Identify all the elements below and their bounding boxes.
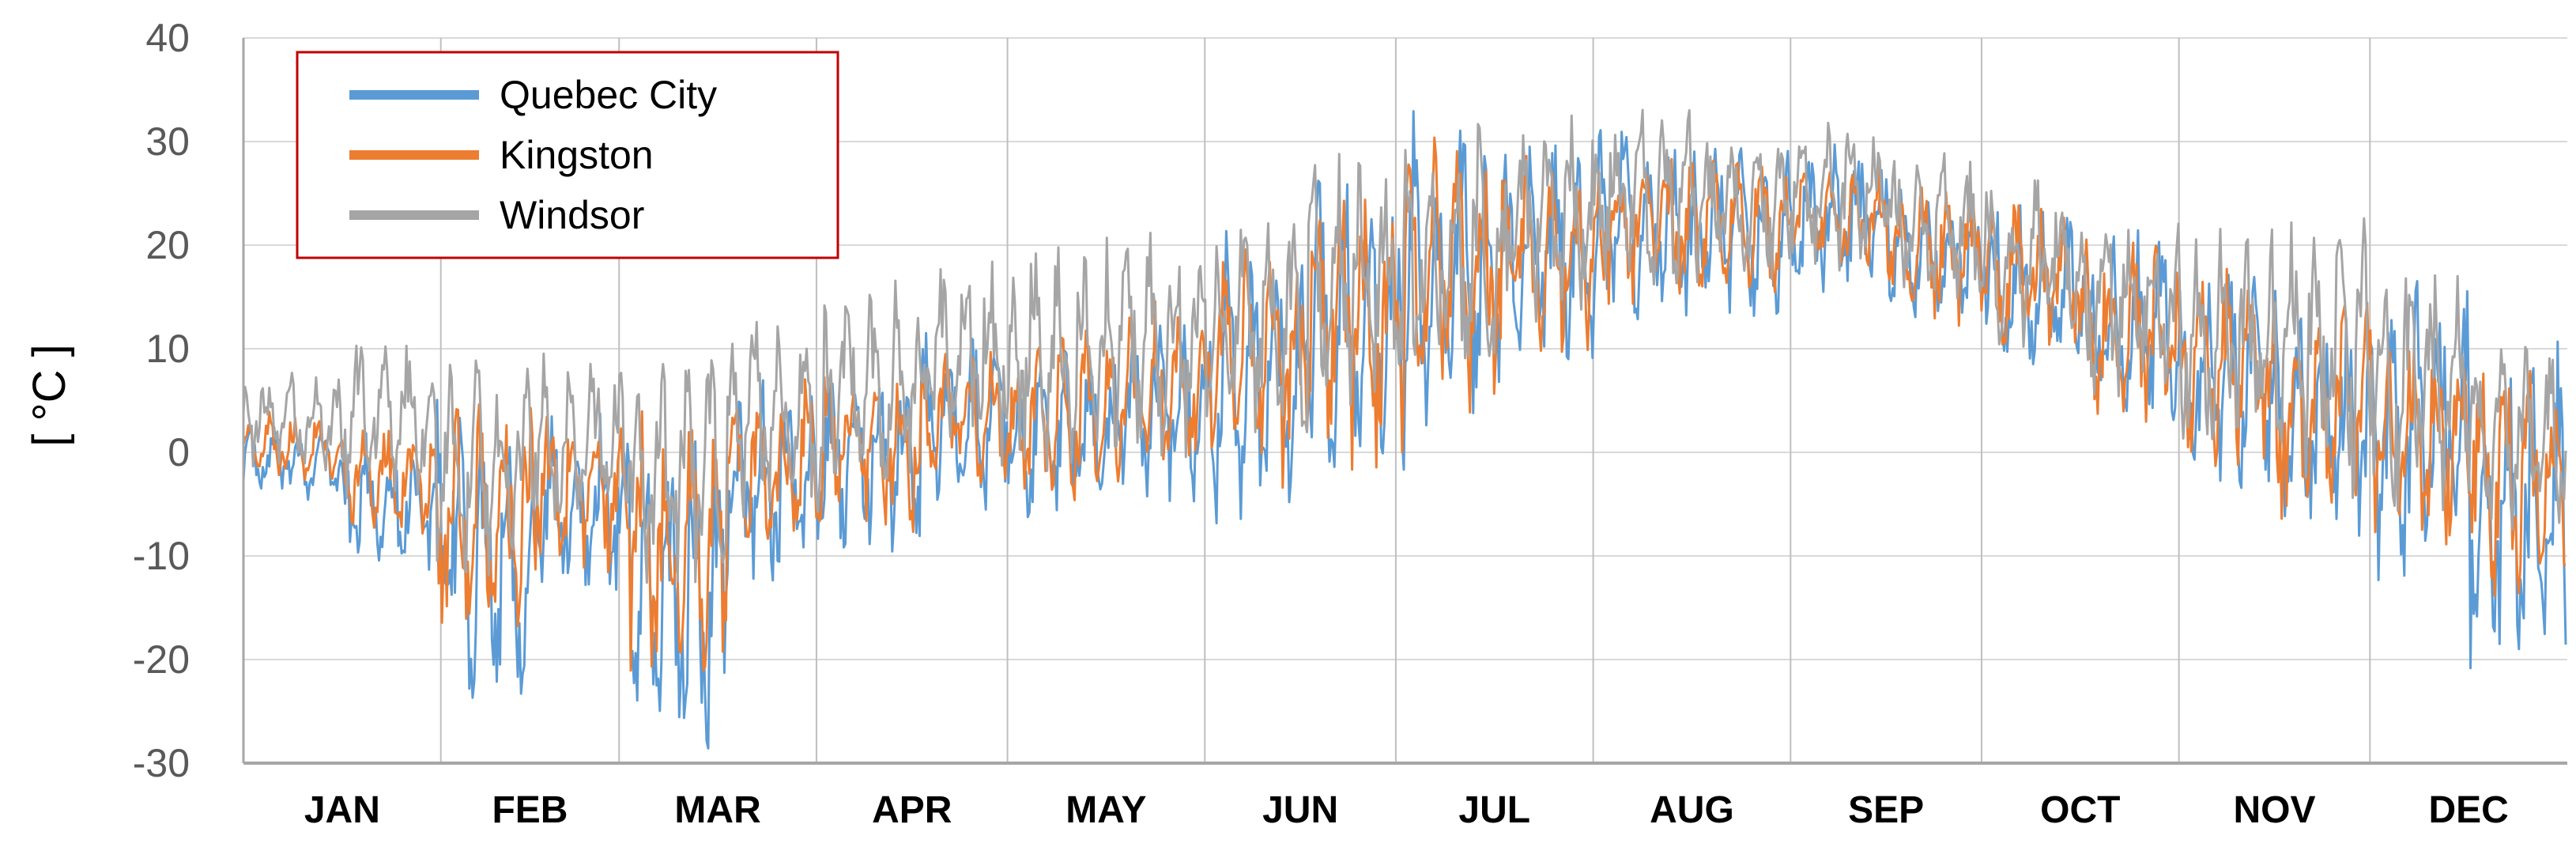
x-tick-label: MAR	[674, 789, 760, 831]
x-tick-label: FEB	[492, 789, 568, 831]
y-tick-label: 10	[145, 327, 190, 371]
x-tick-label: SEP	[1848, 789, 1924, 831]
chart-legend: Quebec City Kingston Windsor	[296, 51, 839, 259]
legend-label: Quebec City	[500, 73, 717, 117]
y-tick-label: -30	[133, 741, 190, 785]
series-line-kingston	[242, 136, 2567, 672]
y-axis-label: [ °C ]	[24, 344, 75, 447]
y-tick-label: -10	[133, 534, 190, 578]
x-tick-label: DEC	[2428, 789, 2508, 831]
y-tick-label: 20	[145, 223, 190, 267]
y-tick-labels: 40 30 20 10 0 -10 -20 -30	[133, 16, 190, 785]
x-tick-labels: JAN FEB MAR APR MAY JUN JUL AUG SEP OCT NOV DEC	[304, 789, 2509, 831]
series-line-windsor	[242, 108, 2567, 584]
x-tick-label: JUL	[1458, 789, 1530, 831]
y-tick-label: -20	[133, 637, 190, 682]
x-tick-label: AUG	[1650, 789, 1734, 831]
series-layer	[242, 108, 2567, 750]
x-tick-label: JAN	[304, 789, 380, 831]
x-tick-label: NOV	[2233, 789, 2315, 831]
chart-axes	[242, 38, 2567, 765]
legend-label: Kingston	[500, 133, 654, 177]
x-tick-label: MAY	[1065, 789, 1146, 831]
x-tick-label: APR	[872, 789, 952, 831]
y-tick-label: 0	[168, 430, 190, 474]
x-tick-label: OCT	[2040, 789, 2120, 831]
y-tick-label: 40	[145, 16, 190, 60]
legend-label: Windsor	[500, 193, 644, 237]
x-tick-label: JUN	[1262, 789, 1338, 831]
y-tick-label: 30	[145, 119, 190, 164]
